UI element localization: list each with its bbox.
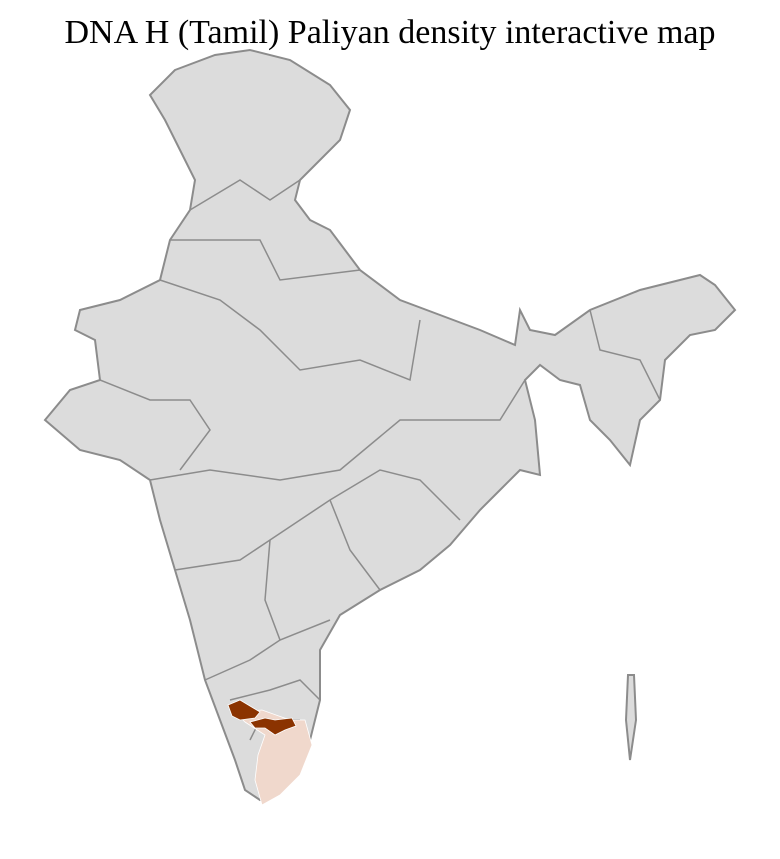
- country-outline: [43, 48, 737, 802]
- density-regions: [227, 699, 313, 806]
- map-title: DNA H (Tamil) Paliyan density interactiv…: [64, 14, 716, 51]
- andaman-islands: [624, 674, 638, 761]
- high-density-district[interactable]: [227, 699, 261, 721]
- high-density-district[interactable]: [249, 717, 297, 736]
